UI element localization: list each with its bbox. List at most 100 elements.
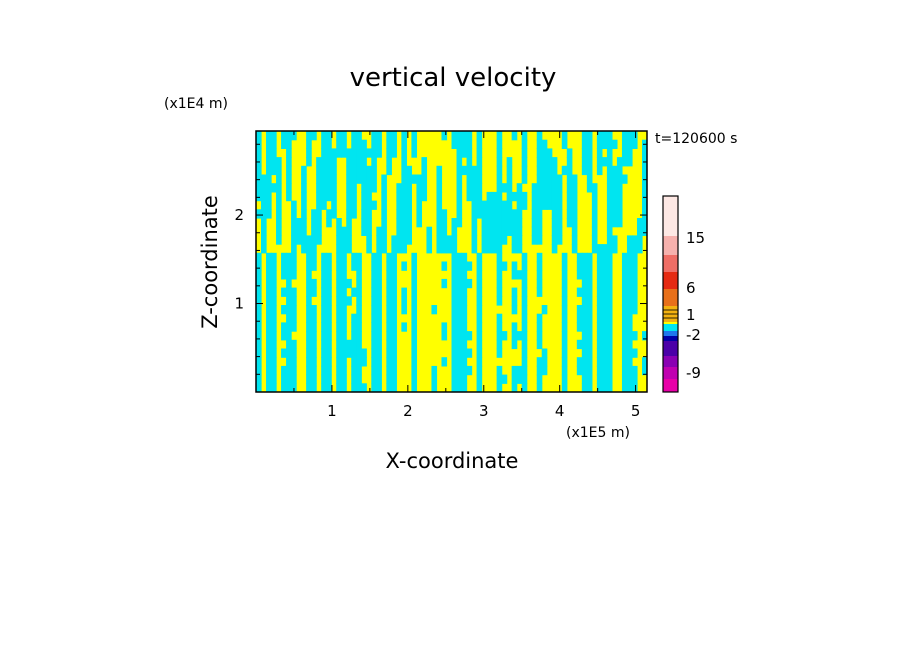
field-cell [496,218,503,228]
field-cell [326,322,332,332]
field-cell [471,218,478,228]
field-cell [511,131,518,141]
field-cell [546,148,553,158]
field-cell [591,226,598,236]
field-cell [591,200,598,210]
field-cell [371,383,377,392]
field-cell [271,287,277,297]
field-cell [361,383,367,392]
field-cell [561,165,568,176]
field-cell [326,305,332,315]
field-cell [401,209,407,219]
field-cell [606,183,613,193]
field-cell [311,383,317,392]
field-cell [466,348,473,358]
field-cell [266,131,272,141]
field-cell [321,331,327,341]
field-cell [316,209,322,219]
field-cell [271,261,277,271]
field-cell [621,261,628,271]
field-cell [496,209,503,219]
field-cell [356,296,362,306]
field-cell [421,183,428,193]
field-cell [606,244,613,254]
field-cell [376,313,382,323]
field-cell [391,287,397,297]
field-cell [596,244,603,254]
field-cell [496,339,503,350]
field-cell [461,383,468,392]
field-cell [396,235,402,245]
field-cell [596,365,603,376]
field-cell [346,165,352,176]
field-cell [451,322,458,332]
field-cell [281,383,287,392]
field-cell [516,331,523,341]
field-cell [501,374,508,384]
field-cell [586,278,593,289]
field-cell [381,183,387,193]
field-cell [306,339,312,350]
field-cell [631,278,638,289]
field-cell [631,331,638,341]
field-cell [631,374,638,384]
y-axis-label: Z-coordinate [198,195,222,329]
field-cell [476,374,483,384]
field-cell [411,313,418,323]
field-cell [326,339,332,350]
field-cell [606,305,613,315]
field-cell [521,148,528,158]
field-cell [586,287,593,297]
field-cell [386,139,392,149]
field-cell [441,226,448,236]
field-cell [256,357,262,367]
field-cell [441,131,448,141]
field-cell [386,365,392,376]
field-cell [391,244,397,254]
field-cell [631,305,638,315]
colorbar-swatch [663,236,678,255]
field-cell [256,165,262,176]
field-cell [356,305,362,315]
field-cell [436,209,443,219]
field-cell [336,348,342,358]
colorbar-swatch [663,324,678,331]
field-cell [281,365,287,376]
field-cell [601,296,608,306]
field-cell [496,183,503,193]
field-cell [356,252,362,263]
field-cell [346,148,352,158]
field-cell [631,235,638,245]
field-cell [306,305,312,315]
field-cell [376,278,382,289]
field-cell [321,313,327,323]
field-cell [321,148,327,158]
field-cell [406,209,412,219]
colorbar-frame [662,195,679,393]
field-cell [486,209,493,219]
field-cell [401,157,407,167]
field-cell [621,270,628,280]
field-cell [586,348,593,358]
field-cell [606,313,613,323]
field-cell [371,174,377,184]
field-cell [266,348,272,358]
field-cell [466,261,473,271]
field-cell [456,374,463,384]
field-cell [566,157,573,167]
field-cell [266,339,272,350]
field-cell [296,235,302,245]
field-cell [621,322,628,332]
field-cell [631,365,638,376]
field-cell [436,218,443,228]
field-cell [371,148,377,158]
field-cell [576,287,583,297]
field-cell [301,200,307,210]
field-cell [586,148,593,158]
field-cell [586,383,593,392]
field-cell [476,139,483,149]
field-cell [401,131,407,141]
field-cell [491,200,498,210]
field-cell [266,331,272,341]
field-cell [336,244,342,254]
